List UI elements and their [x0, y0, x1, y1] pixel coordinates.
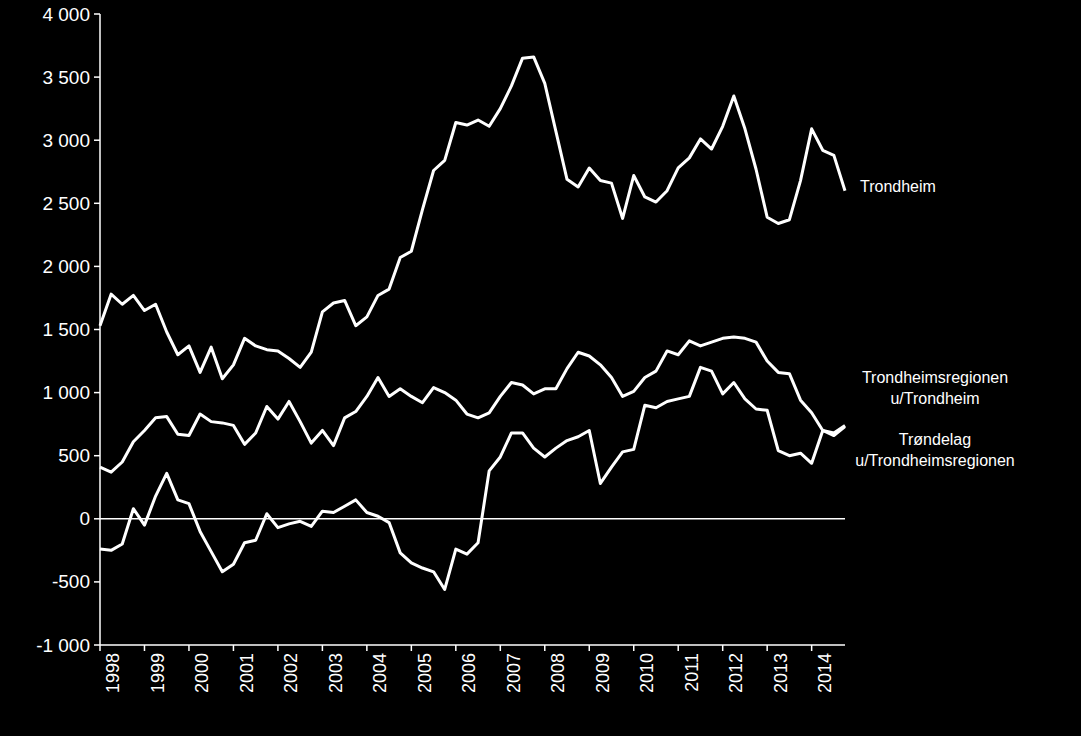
- x-tick: [455, 645, 457, 651]
- x-tick: [544, 645, 546, 651]
- x-tick: [677, 645, 679, 651]
- x-tick-label: 1998: [103, 653, 123, 693]
- series-line: [100, 57, 845, 379]
- y-tick-label: 500: [58, 445, 90, 466]
- y-tick: [94, 76, 100, 78]
- background: [0, 0, 1081, 736]
- x-tick-label: 2005: [415, 653, 435, 693]
- x-tick-label: 1999: [148, 653, 168, 693]
- zero-line: [100, 518, 845, 520]
- x-tick: [322, 645, 324, 651]
- x-tick: [633, 645, 635, 651]
- y-tick-label: -500: [52, 571, 90, 592]
- x-tick-label: 2000: [192, 653, 212, 693]
- y-tick: [94, 266, 100, 268]
- series-label-line: Trondheimsregionen: [862, 369, 1008, 386]
- x-tick-label: 2011: [682, 653, 702, 692]
- x-axis: [100, 644, 845, 646]
- x-tick: [277, 645, 279, 651]
- y-tick: [94, 644, 100, 646]
- x-tick: [811, 645, 813, 651]
- series-label-line: Trondheim: [860, 178, 936, 195]
- y-tick: [94, 581, 100, 583]
- x-tick: [233, 645, 235, 651]
- y-tick-label: -1 000: [36, 635, 90, 656]
- y-tick: [94, 518, 100, 520]
- x-tick: [144, 645, 146, 651]
- x-tick-label: 2003: [326, 653, 346, 693]
- series-label-line: u/Trondheimsregionen: [855, 452, 1015, 469]
- y-tick-label: 1 000: [42, 382, 90, 403]
- x-tick-label: 2012: [726, 653, 746, 693]
- y-tick: [94, 392, 100, 394]
- x-tick-label: 2014: [815, 653, 835, 693]
- series-label: Trondheimsregionen u/Trondheim: [862, 369, 1008, 407]
- y-tick-label: 1 500: [42, 319, 90, 340]
- y-tick-label: 3 000: [42, 130, 90, 151]
- y-tick-label: 0: [79, 508, 90, 529]
- y-tick: [94, 13, 100, 15]
- x-tick: [722, 645, 724, 651]
- x-tick-label: 2007: [504, 653, 524, 693]
- y-tick-label: 3 500: [42, 67, 90, 88]
- x-tick: [188, 645, 190, 651]
- x-tick-label: 2001: [237, 653, 257, 693]
- y-tick-label: 2 500: [42, 193, 90, 214]
- y-tick-label: 2 000: [42, 256, 90, 277]
- y-tick: [94, 203, 100, 205]
- x-tick-label: 2010: [637, 653, 657, 693]
- plot-area: [100, 57, 845, 590]
- series-line: [100, 337, 845, 472]
- series-label-line: u/Trondheim: [890, 390, 979, 407]
- y-tick: [94, 455, 100, 457]
- y-tick: [94, 139, 100, 141]
- x-tick-label: 2009: [593, 653, 613, 693]
- x-tick-label: 2013: [771, 653, 791, 693]
- x-tick: [411, 645, 413, 651]
- x-tick: [366, 645, 368, 651]
- y-tick-label: 4 000: [42, 4, 90, 25]
- series-line: [100, 367, 845, 589]
- series-label: Trøndelag u/Trondheimsregionen: [855, 431, 1015, 469]
- x-tick-label: 2004: [370, 653, 390, 693]
- x-tick: [766, 645, 768, 651]
- series-label: Trondheim: [860, 178, 936, 195]
- x-tick: [99, 645, 101, 651]
- x-tick: [500, 645, 502, 651]
- series-label-line: Trøndelag: [899, 431, 971, 448]
- x-tick: [589, 645, 591, 651]
- x-tick-label: 2006: [459, 653, 479, 693]
- y-tick: [94, 329, 100, 331]
- x-tick-label: 2002: [281, 653, 301, 693]
- chart: -1 000 -500 0 500 1 000 1 500 2 000 2 500 3 000 3…: [0, 0, 1081, 736]
- x-tick-label: 2008: [548, 653, 568, 693]
